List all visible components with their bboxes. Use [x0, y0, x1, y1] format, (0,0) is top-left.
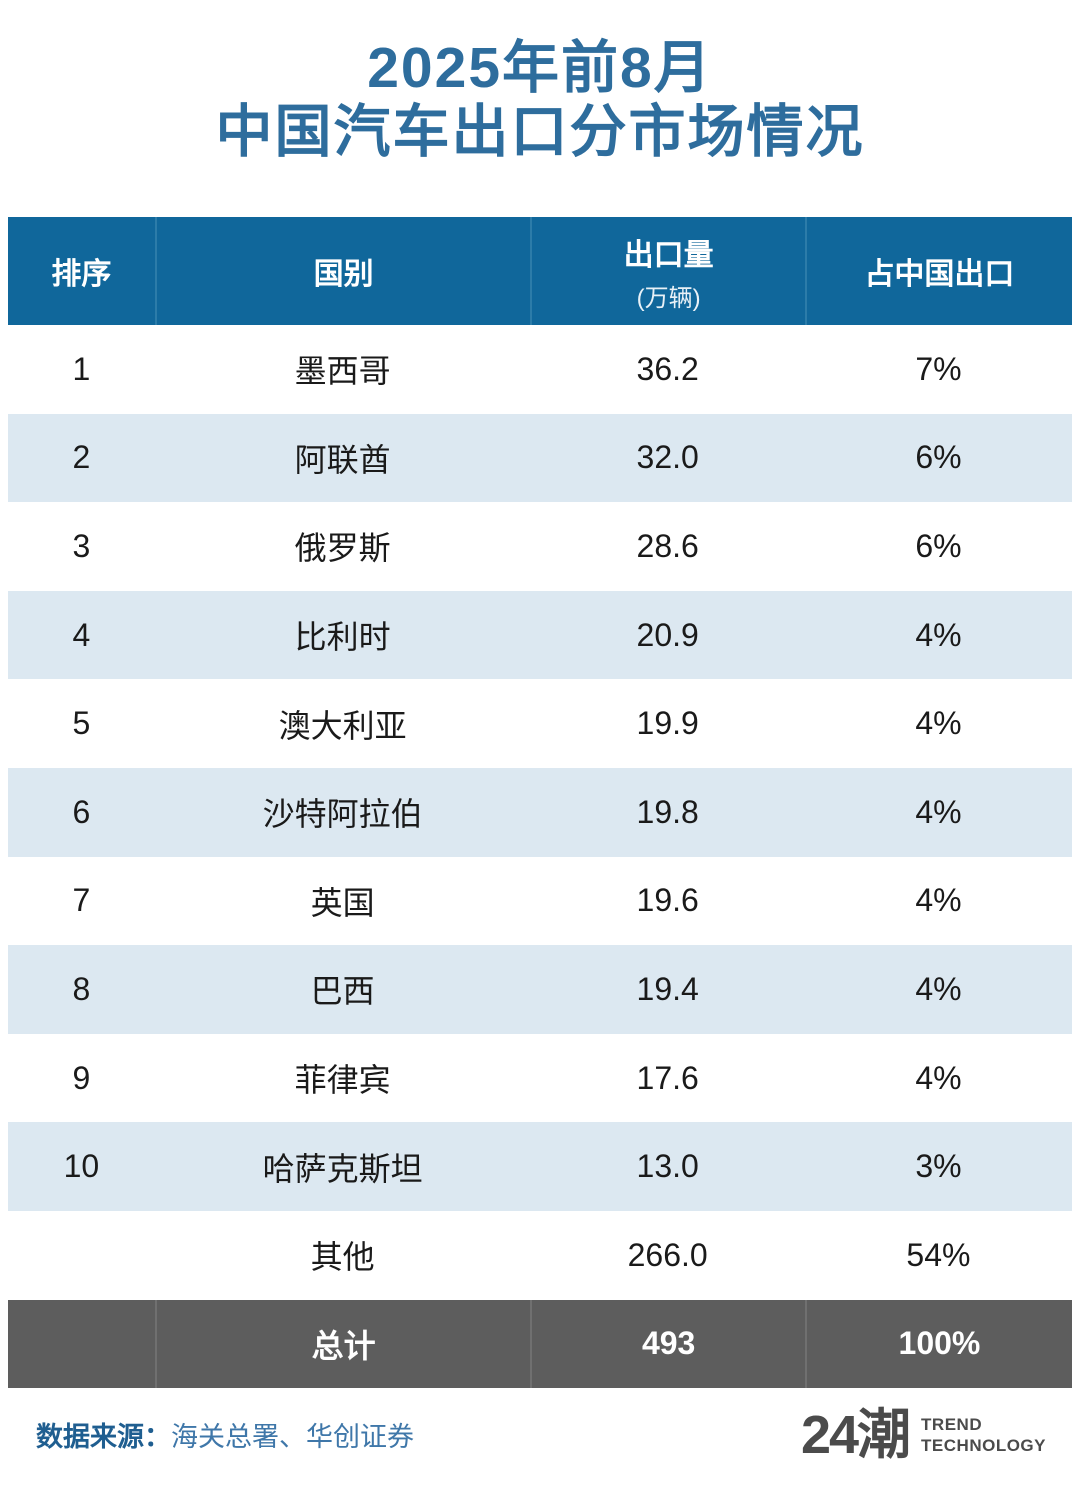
- table-row: 2 阿联酋 32.0 6%: [8, 413, 1072, 503]
- header-country: 国别: [154, 217, 531, 325]
- header-rank-label: 排序: [51, 258, 112, 291]
- cell-share: 4%: [915, 882, 962, 919]
- table-row: 5 澳大利亚 19.9 4%: [8, 679, 1072, 768]
- cell-rank: 6: [72, 793, 91, 830]
- table-row: 10 哈萨克斯坦 13.0 3%: [8, 1122, 1072, 1211]
- table-row: 7 英国 19.6 4%: [8, 856, 1072, 946]
- header-share: 占中国出口: [804, 217, 1072, 325]
- cell-country: 巴西: [310, 973, 375, 1010]
- cell-share: 3%: [915, 1148, 962, 1185]
- cell-volume: 19.9: [636, 705, 699, 742]
- header-volume-label: 出口量: [623, 238, 714, 272]
- cell-country: 墨西哥: [294, 353, 391, 390]
- header-rank: 排序: [8, 217, 155, 325]
- title-line-2: 中国汽车出口分市场情况: [215, 100, 865, 164]
- cell-country: 阿联酋: [294, 441, 391, 478]
- data-source-value: 海关总署、华创证券: [171, 1422, 414, 1453]
- table-row: 4 比利时 20.9 4%: [8, 590, 1072, 680]
- cell-share: 6%: [915, 527, 962, 564]
- cell-rank: 4: [72, 616, 91, 653]
- cell-rank: 1: [72, 350, 91, 387]
- cell-volume: 17.6: [636, 1059, 699, 1096]
- export-market-table: 排序 国别 出口量 (万辆) 占中国出口 1 墨西哥 36.2 7% 2 阿联酋…: [8, 217, 1072, 1388]
- cell-rank: 3: [72, 527, 91, 564]
- header-volume: 出口量 (万辆): [530, 217, 805, 325]
- cell-share: 4%: [915, 793, 962, 830]
- total-label: 总计: [154, 1299, 531, 1388]
- table-row: 3 俄罗斯 28.6 6%: [8, 502, 1072, 591]
- cell-country: 英国: [310, 884, 375, 921]
- title-line-1: 2025年前8月: [367, 36, 713, 100]
- page-title: 2025年前8月 中国汽车出口分市场情况: [0, 0, 1080, 217]
- cell-share: 7%: [915, 350, 962, 387]
- table-row: 6 沙特阿拉伯 19.8 4%: [8, 767, 1072, 857]
- table-row: 9 菲律宾 17.6 4%: [8, 1033, 1072, 1123]
- cell-volume: 19.6: [636, 882, 699, 919]
- data-source: 数据来源：海关总署、华创证券: [36, 1415, 414, 1454]
- cell-volume: 20.9: [636, 616, 699, 653]
- cell-country: 哈萨克斯坦: [262, 1150, 423, 1187]
- total-share: 100%: [804, 1299, 1072, 1388]
- cell-rank: 2: [72, 439, 91, 476]
- cell-rank: 7: [72, 882, 91, 919]
- logo-mark: 24潮: [800, 1404, 911, 1465]
- logo-word-technology: TECHNOLOGY: [921, 1435, 1046, 1455]
- cell-volume: 266.0: [627, 1236, 708, 1273]
- logo-24trend: 24潮 TREND TECHNOLOGY: [801, 1408, 1046, 1462]
- cell-volume: 19.4: [636, 970, 699, 1007]
- cell-country: 菲律宾: [294, 1062, 391, 1099]
- data-source-label: 数据来源：: [36, 1422, 171, 1453]
- table-total-row: 总计 493 100%: [8, 1299, 1072, 1388]
- cell-country: 澳大利亚: [278, 707, 407, 744]
- cell-volume: 19.8: [636, 793, 699, 830]
- header-share-label: 占中国出口: [864, 258, 1015, 291]
- table-row-others: 其他 266.0 54%: [8, 1210, 1072, 1300]
- table-header-row: 排序 国别 出口量 (万辆) 占中国出口: [8, 217, 1072, 325]
- header-country-label: 国别: [313, 258, 374, 291]
- cell-volume: 28.6: [636, 527, 699, 564]
- cell-share: 4%: [915, 616, 962, 653]
- cell-country: 其他: [310, 1239, 375, 1276]
- cell-rank: 9: [72, 1059, 91, 1096]
- logo-wordmark: TREND TECHNOLOGY: [921, 1414, 1046, 1456]
- cell-country: 比利时: [294, 619, 391, 656]
- table-row: 8 巴西 19.4 4%: [8, 945, 1072, 1034]
- footer: 数据来源：海关总署、华创证券 24潮 TREND TECHNOLOGY: [0, 1388, 1080, 1488]
- cell-rank: 5: [72, 705, 91, 742]
- total-volume: 493: [530, 1299, 805, 1388]
- cell-share: 4%: [915, 705, 962, 742]
- cell-share: 4%: [915, 970, 962, 1007]
- cell-rank: 10: [63, 1148, 100, 1185]
- cell-share: 4%: [915, 1059, 962, 1096]
- logo-word-trend: TREND: [921, 1414, 983, 1434]
- table-row: 1 墨西哥 36.2 7%: [8, 325, 1072, 414]
- cell-rank: 8: [72, 970, 91, 1007]
- cell-volume: 13.0: [636, 1148, 699, 1185]
- header-volume-unit: (万辆): [636, 284, 701, 312]
- cell-country: 俄罗斯: [294, 530, 391, 567]
- total-rank: [8, 1300, 155, 1388]
- cell-share: 54%: [906, 1236, 971, 1273]
- cell-volume: 36.2: [636, 350, 699, 387]
- cell-volume: 32.0: [636, 439, 699, 476]
- cell-share: 6%: [915, 439, 962, 476]
- cell-country: 沙特阿拉伯: [262, 796, 423, 833]
